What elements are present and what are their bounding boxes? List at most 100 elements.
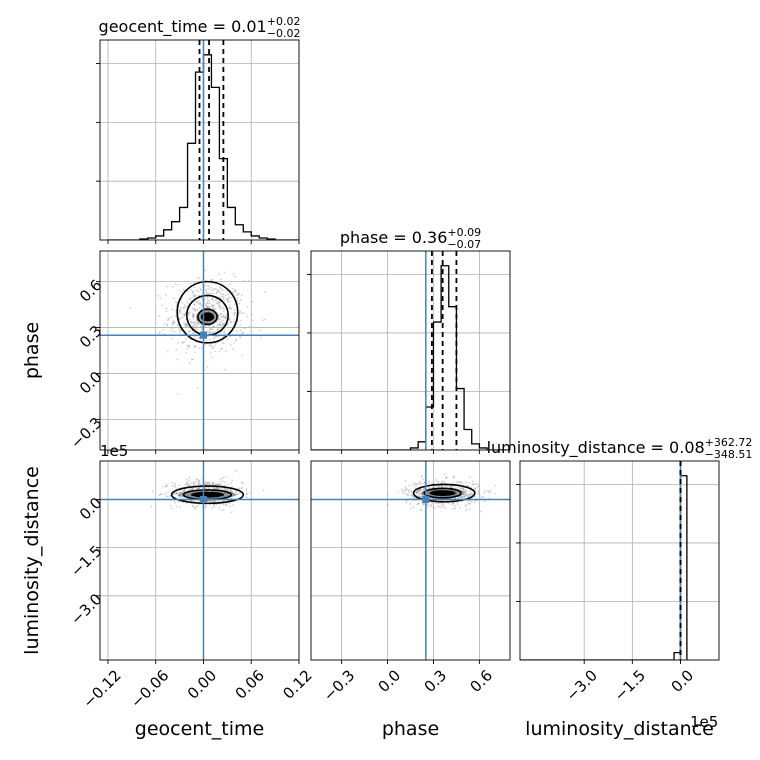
sample-point	[200, 297, 203, 299]
sample-point	[199, 288, 202, 290]
sample-point	[209, 307, 212, 309]
sample-point	[212, 487, 215, 490]
sample-point	[228, 318, 231, 321]
sample-point	[210, 345, 213, 348]
sample-point	[192, 315, 194, 317]
sample-point	[200, 288, 202, 291]
sample-point	[246, 315, 249, 318]
sample-point	[236, 492, 238, 495]
sample-point	[225, 317, 227, 319]
sample-point	[245, 492, 248, 495]
sample-point	[174, 484, 177, 486]
sample-point	[196, 277, 199, 280]
sample-point	[214, 307, 217, 310]
sample-point	[194, 309, 196, 312]
sample-point	[437, 480, 440, 483]
sample-point	[194, 351, 196, 354]
sample-point	[411, 490, 413, 493]
sample-point	[195, 325, 198, 328]
sample-point	[413, 484, 416, 487]
sample-point	[231, 348, 234, 351]
sample-point	[406, 493, 409, 496]
sample-point	[400, 488, 403, 491]
title-prefix: geocent_time =	[99, 17, 232, 37]
sample-point	[158, 494, 160, 496]
sample-point	[467, 495, 470, 498]
injection-marker	[199, 331, 207, 339]
panel-frame	[99, 250, 300, 451]
sample-point	[212, 304, 215, 306]
sample-point	[467, 485, 469, 487]
sample-point	[231, 287, 234, 290]
sample-point	[428, 487, 431, 490]
sample-point	[223, 322, 226, 325]
sample-point	[205, 326, 208, 329]
sample-point	[183, 313, 186, 316]
sample-point	[228, 283, 231, 285]
sample-point	[215, 298, 217, 301]
sample-point	[419, 488, 422, 491]
x-tick-label: 0.00	[184, 666, 220, 702]
marginal-title: phase = 0.36+0.09 −0.07	[340, 226, 481, 251]
sample-point	[186, 305, 189, 308]
sample-point	[201, 324, 203, 327]
sample-point	[184, 325, 187, 327]
sample-point	[188, 479, 191, 482]
sample-point	[452, 475, 455, 478]
sample-point	[191, 488, 194, 490]
sample-point	[186, 323, 189, 326]
sample-point	[464, 491, 467, 494]
title-value: 0.01	[231, 17, 267, 36]
sample-point	[196, 300, 199, 303]
sample-point	[465, 494, 468, 497]
sample-point	[158, 331, 161, 334]
sample-point	[230, 511, 233, 514]
sample-point	[205, 483, 208, 486]
x-axis-label-luminosity_distance: luminosity_distance	[525, 718, 714, 740]
sample-point	[214, 483, 217, 486]
sample-point	[215, 288, 218, 291]
sample-point	[431, 482, 433, 485]
sample-point	[193, 323, 196, 326]
sample-point	[183, 488, 186, 491]
sample-point	[465, 481, 468, 484]
x-tick-label: 0.0	[375, 666, 405, 696]
sample-point	[211, 483, 214, 486]
sample-point	[178, 309, 181, 312]
sample-point	[197, 482, 200, 484]
sample-point	[220, 305, 223, 308]
sample-point	[211, 507, 214, 509]
sample-point	[220, 288, 223, 291]
sample-point	[415, 483, 418, 486]
sample-point	[180, 312, 183, 315]
sample-point	[225, 297, 228, 299]
sample-point	[243, 312, 246, 315]
sample-point	[183, 490, 185, 493]
sample-point	[179, 309, 182, 312]
sample-point	[462, 495, 465, 498]
sample-point	[435, 502, 437, 505]
sample-point	[204, 506, 207, 509]
sample-point	[235, 339, 238, 342]
sample-point	[170, 481, 173, 484]
sample-point	[226, 301, 229, 303]
sample-point	[192, 483, 195, 486]
sample-point	[187, 311, 190, 314]
sample-point	[166, 350, 169, 353]
sample-point	[197, 487, 200, 490]
sample-point	[416, 503, 419, 506]
sample-point	[183, 490, 186, 493]
title-plus: +0.09	[447, 226, 481, 239]
sample-point	[475, 500, 478, 502]
sample-point	[183, 489, 186, 492]
sample-point	[193, 331, 196, 334]
contour-level	[176, 280, 239, 344]
sample-point	[188, 298, 191, 301]
sample-point	[178, 500, 181, 503]
sample-point	[208, 481, 210, 484]
title-prefix: luminosity_distance =	[487, 438, 669, 458]
sample-point	[420, 474, 423, 477]
sample-point	[195, 328, 198, 331]
sample-point	[235, 294, 237, 297]
sample-point	[212, 307, 215, 310]
